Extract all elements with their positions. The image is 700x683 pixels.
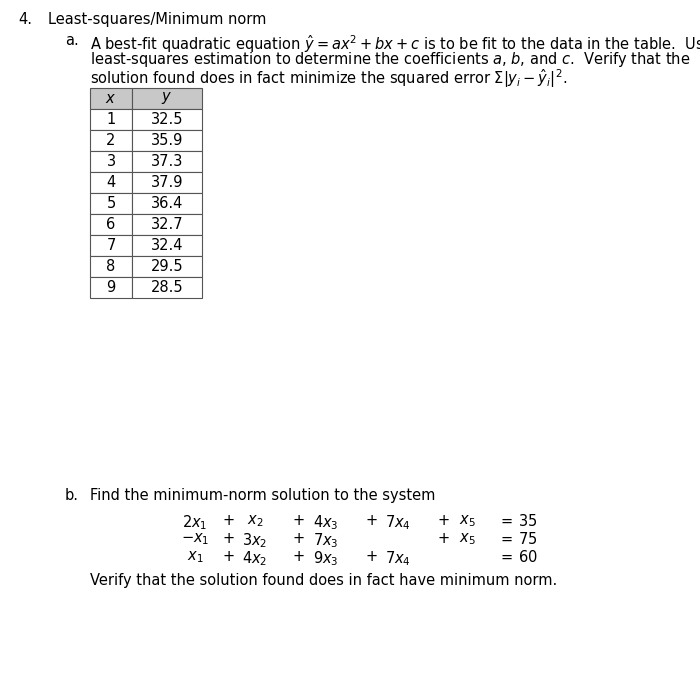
Text: $+$: $+$ bbox=[222, 549, 235, 564]
Bar bbox=[90, 214, 132, 235]
Bar bbox=[90, 172, 132, 193]
Text: $60$: $60$ bbox=[518, 549, 538, 565]
Text: $x_1$: $x_1$ bbox=[187, 549, 203, 565]
Text: 8: 8 bbox=[106, 259, 116, 274]
Text: 4: 4 bbox=[106, 175, 116, 190]
Text: 28.5: 28.5 bbox=[150, 280, 183, 295]
Text: 32.5: 32.5 bbox=[150, 112, 183, 127]
Text: $4x_3$: $4x_3$ bbox=[313, 513, 339, 531]
Bar bbox=[132, 88, 202, 109]
Text: 2: 2 bbox=[106, 133, 116, 148]
Text: $2x_1$: $2x_1$ bbox=[182, 513, 208, 531]
Text: $7x_4$: $7x_4$ bbox=[385, 513, 411, 531]
Text: 32.7: 32.7 bbox=[150, 217, 183, 232]
Text: $x_2$: $x_2$ bbox=[247, 513, 263, 529]
Text: $3x_2$: $3x_2$ bbox=[242, 531, 267, 550]
Text: $7x_4$: $7x_4$ bbox=[385, 549, 411, 568]
Text: $35$: $35$ bbox=[518, 513, 538, 529]
Bar bbox=[132, 172, 202, 193]
Bar bbox=[90, 235, 132, 256]
Text: Least-squares/Minimum norm: Least-squares/Minimum norm bbox=[48, 12, 267, 27]
Bar bbox=[132, 109, 202, 130]
Text: $+$: $+$ bbox=[437, 531, 449, 546]
Bar bbox=[90, 193, 132, 214]
Text: a.: a. bbox=[65, 33, 78, 48]
Text: 7: 7 bbox=[106, 238, 116, 253]
Bar bbox=[90, 277, 132, 298]
Text: Verify that the solution found does in fact have minimum norm.: Verify that the solution found does in f… bbox=[90, 573, 557, 588]
Text: 32.4: 32.4 bbox=[150, 238, 183, 253]
Text: 36.4: 36.4 bbox=[150, 196, 183, 211]
Text: $+$: $+$ bbox=[292, 549, 304, 564]
Text: A best-fit quadratic equation $\hat{y} = ax^2 + bx + c$ is to be fit to the data: A best-fit quadratic equation $\hat{y} =… bbox=[90, 33, 700, 55]
Text: least-squares estimation to determine the coefficients $a$, $b$, and $c$.  Verif: least-squares estimation to determine th… bbox=[90, 50, 690, 69]
Text: 4.: 4. bbox=[18, 12, 32, 27]
Text: $75$: $75$ bbox=[518, 531, 538, 547]
Bar bbox=[132, 214, 202, 235]
Text: 37.3: 37.3 bbox=[150, 154, 183, 169]
Text: $y$: $y$ bbox=[162, 91, 173, 107]
Bar bbox=[132, 151, 202, 172]
Text: $7x_3$: $7x_3$ bbox=[313, 531, 339, 550]
Text: 35.9: 35.9 bbox=[150, 133, 183, 148]
Text: 29.5: 29.5 bbox=[150, 259, 183, 274]
Bar bbox=[90, 88, 132, 109]
Text: Find the minimum-norm solution to the system: Find the minimum-norm solution to the sy… bbox=[90, 488, 435, 503]
Text: b.: b. bbox=[65, 488, 79, 503]
Bar bbox=[132, 277, 202, 298]
Bar bbox=[132, 193, 202, 214]
Text: solution found does in fact minimize the squared error $\Sigma|y_i - \hat{y}_i|^: solution found does in fact minimize the… bbox=[90, 67, 567, 90]
Text: $=$: $=$ bbox=[498, 549, 514, 564]
Text: $=$: $=$ bbox=[498, 513, 514, 528]
Bar bbox=[90, 151, 132, 172]
Text: 37.9: 37.9 bbox=[150, 175, 183, 190]
Text: $+$: $+$ bbox=[292, 513, 304, 528]
Text: $=$: $=$ bbox=[498, 531, 514, 546]
Text: $+$: $+$ bbox=[365, 549, 377, 564]
Bar bbox=[90, 130, 132, 151]
Text: $+$: $+$ bbox=[292, 531, 304, 546]
Text: 1: 1 bbox=[106, 112, 116, 127]
Text: $4x_2$: $4x_2$ bbox=[242, 549, 267, 568]
Text: 9: 9 bbox=[106, 280, 116, 295]
Text: $x$: $x$ bbox=[106, 91, 117, 106]
Bar bbox=[132, 235, 202, 256]
Text: 3: 3 bbox=[106, 154, 116, 169]
Bar bbox=[132, 256, 202, 277]
Bar bbox=[132, 130, 202, 151]
Text: $+$: $+$ bbox=[365, 513, 377, 528]
Bar bbox=[90, 256, 132, 277]
Text: $+$: $+$ bbox=[222, 531, 235, 546]
Text: $x_5$: $x_5$ bbox=[458, 513, 475, 529]
Text: $9x_3$: $9x_3$ bbox=[313, 549, 339, 568]
Text: 6: 6 bbox=[106, 217, 116, 232]
Text: $x_5$: $x_5$ bbox=[458, 531, 475, 546]
Text: $+$: $+$ bbox=[437, 513, 449, 528]
Text: $+$: $+$ bbox=[222, 513, 235, 528]
Text: $-x_1$: $-x_1$ bbox=[181, 531, 209, 546]
Text: 5: 5 bbox=[106, 196, 116, 211]
Bar bbox=[90, 109, 132, 130]
